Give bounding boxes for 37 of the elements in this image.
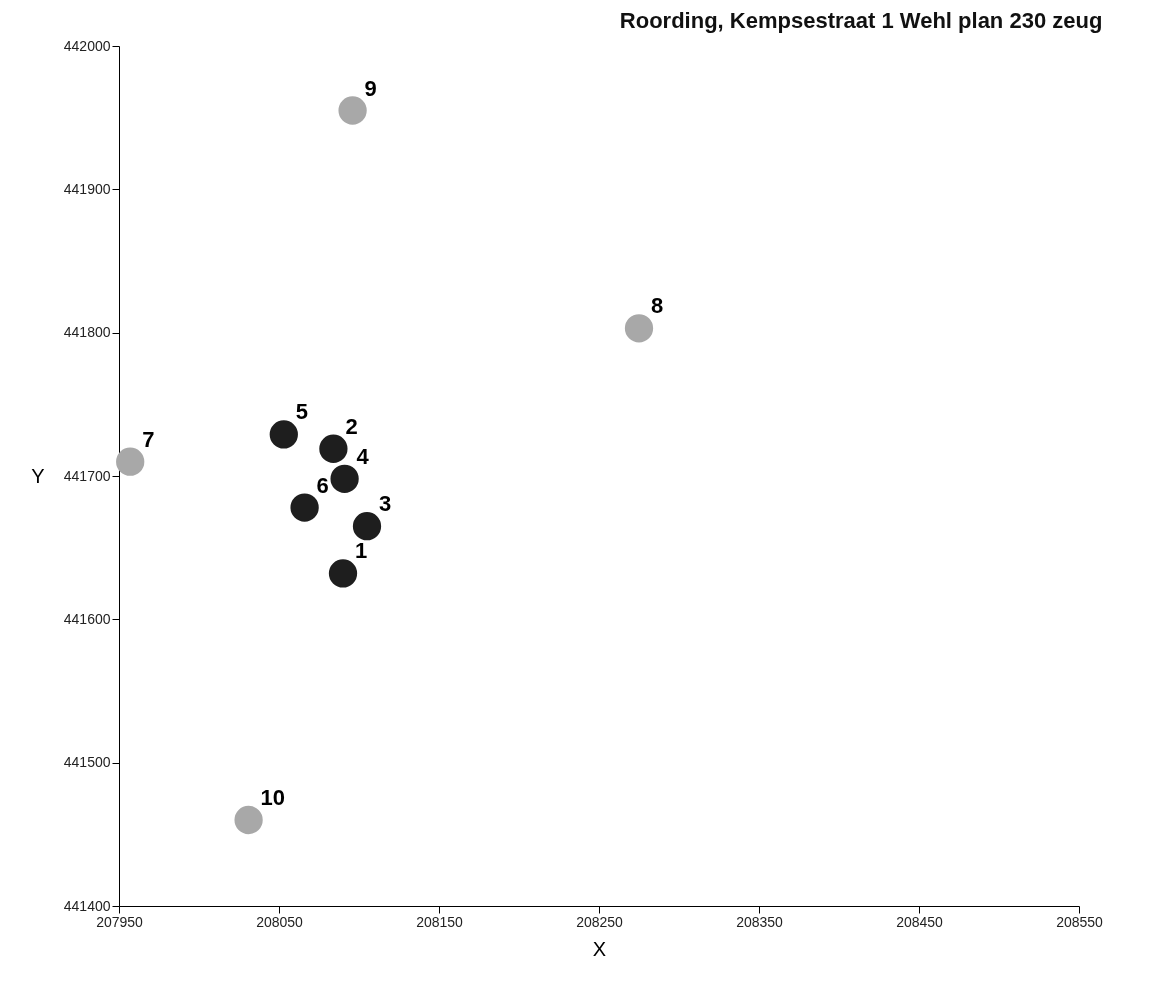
annotation: 6 <box>316 472 329 498</box>
point <box>330 464 359 493</box>
point <box>319 434 348 463</box>
y-tick-label: 442000 <box>63 37 111 54</box>
y-axis-title: Y <box>31 464 45 487</box>
annotation: 10 <box>260 785 286 810</box>
x-tick-label: 208350 <box>736 913 784 930</box>
point <box>352 512 382 541</box>
x-tick-label: 208050 <box>256 913 304 930</box>
x-axis-title: X <box>592 937 607 960</box>
x-tick-label: 207950 <box>96 913 144 930</box>
annotation: 1 <box>355 538 368 564</box>
point <box>328 559 358 588</box>
y-tick-label: 441500 <box>63 754 111 771</box>
point <box>269 420 298 449</box>
point <box>290 493 319 522</box>
x-tick-label: 208150 <box>416 913 464 930</box>
x-tick-label: 208450 <box>896 913 944 930</box>
x-tick-label: 208250 <box>576 913 624 930</box>
y-tick-label: 441800 <box>63 324 111 341</box>
y-tick-label: 441700 <box>63 467 111 484</box>
annotation: 7 <box>142 426 155 452</box>
annotation: 9 <box>364 75 377 101</box>
annotation: 3 <box>379 491 392 517</box>
chart-title: Roording, Kempsestraat 1 Wehl plan 230 zeug <box>619 8 1103 33</box>
point <box>116 447 145 476</box>
y-tick-label: 441400 <box>63 897 111 914</box>
annotation: 2 <box>345 413 358 439</box>
y-tick-label: 441900 <box>63 180 111 197</box>
y-tick-label: 441600 <box>63 610 111 627</box>
annotation: 4 <box>356 443 370 469</box>
annotation: 5 <box>295 399 309 425</box>
point <box>234 805 263 835</box>
annotation: 8 <box>651 293 664 319</box>
point <box>624 314 654 343</box>
point <box>338 96 367 125</box>
x-tick-label: 208550 <box>1056 913 1104 930</box>
